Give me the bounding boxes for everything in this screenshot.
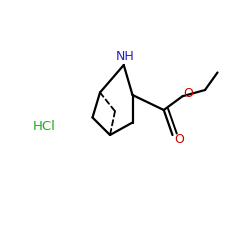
Text: NH: NH bbox=[116, 50, 134, 64]
Text: O: O bbox=[174, 133, 184, 146]
Text: HCl: HCl bbox=[32, 120, 55, 133]
Text: O: O bbox=[183, 87, 193, 100]
